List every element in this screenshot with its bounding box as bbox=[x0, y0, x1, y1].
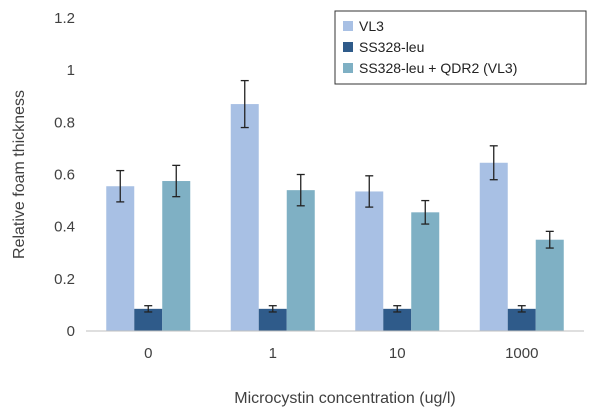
y-tick-label: 0.4 bbox=[54, 219, 75, 236]
legend-label: VL3 bbox=[359, 18, 384, 34]
legend-swatch bbox=[343, 42, 353, 52]
y-tick-label: 0.6 bbox=[54, 167, 75, 184]
x-tick-label: 1000 bbox=[505, 345, 538, 362]
x-axis-ticks: 0 1 10 1000 bbox=[144, 345, 538, 362]
bar-ss328-leu-1000 bbox=[507, 308, 536, 331]
bar-ss328-leu-qdr2-vl3--0 bbox=[162, 181, 191, 331]
bar-vl3-1000 bbox=[479, 162, 508, 331]
x-tick-label: 10 bbox=[389, 345, 406, 362]
y-tick-label: 0.2 bbox=[54, 271, 75, 288]
bar-ss328-leu-1 bbox=[258, 308, 287, 331]
legend: VL3 SS328-leu SS328-leu + QDR2 (VL3) bbox=[334, 10, 587, 85]
error-bars-layer bbox=[116, 79, 554, 313]
bar-ss328-leu-qdr2-vl3--1 bbox=[286, 190, 315, 331]
bar-ss328-leu-0 bbox=[134, 308, 163, 331]
bar-ss328-leu-qdr2-vl3--10 bbox=[411, 212, 440, 331]
bar-vl3-0 bbox=[106, 186, 135, 331]
y-axis-ticks: 0 0.2 0.4 0.6 0.8 1 1.2 bbox=[54, 10, 75, 340]
legend-swatch bbox=[343, 21, 353, 31]
y-tick-label: 0 bbox=[67, 323, 75, 340]
legend-label: SS328-leu bbox=[359, 39, 424, 55]
y-tick-label: 0.8 bbox=[54, 114, 75, 131]
bar-vl3-10 bbox=[355, 191, 384, 331]
y-tick-label: 1.2 bbox=[54, 10, 75, 27]
bar-vl3-1 bbox=[230, 104, 259, 331]
bar-ss328-leu-10 bbox=[383, 308, 412, 331]
x-tick-label: 0 bbox=[144, 345, 152, 362]
bar-ss328-leu-qdr2-vl3--1000 bbox=[535, 239, 564, 331]
legend-box bbox=[334, 10, 587, 85]
legend-swatch bbox=[343, 63, 353, 73]
y-axis-title: Relative foam thickness bbox=[11, 90, 28, 259]
x-axis-title: Microcystin concentration (ug/l) bbox=[234, 390, 455, 407]
bars-layer bbox=[106, 104, 564, 331]
y-tick-label: 1 bbox=[67, 62, 75, 79]
x-tick-label: 1 bbox=[269, 345, 277, 362]
legend-label: SS328-leu + QDR2 (VL3) bbox=[359, 60, 517, 76]
